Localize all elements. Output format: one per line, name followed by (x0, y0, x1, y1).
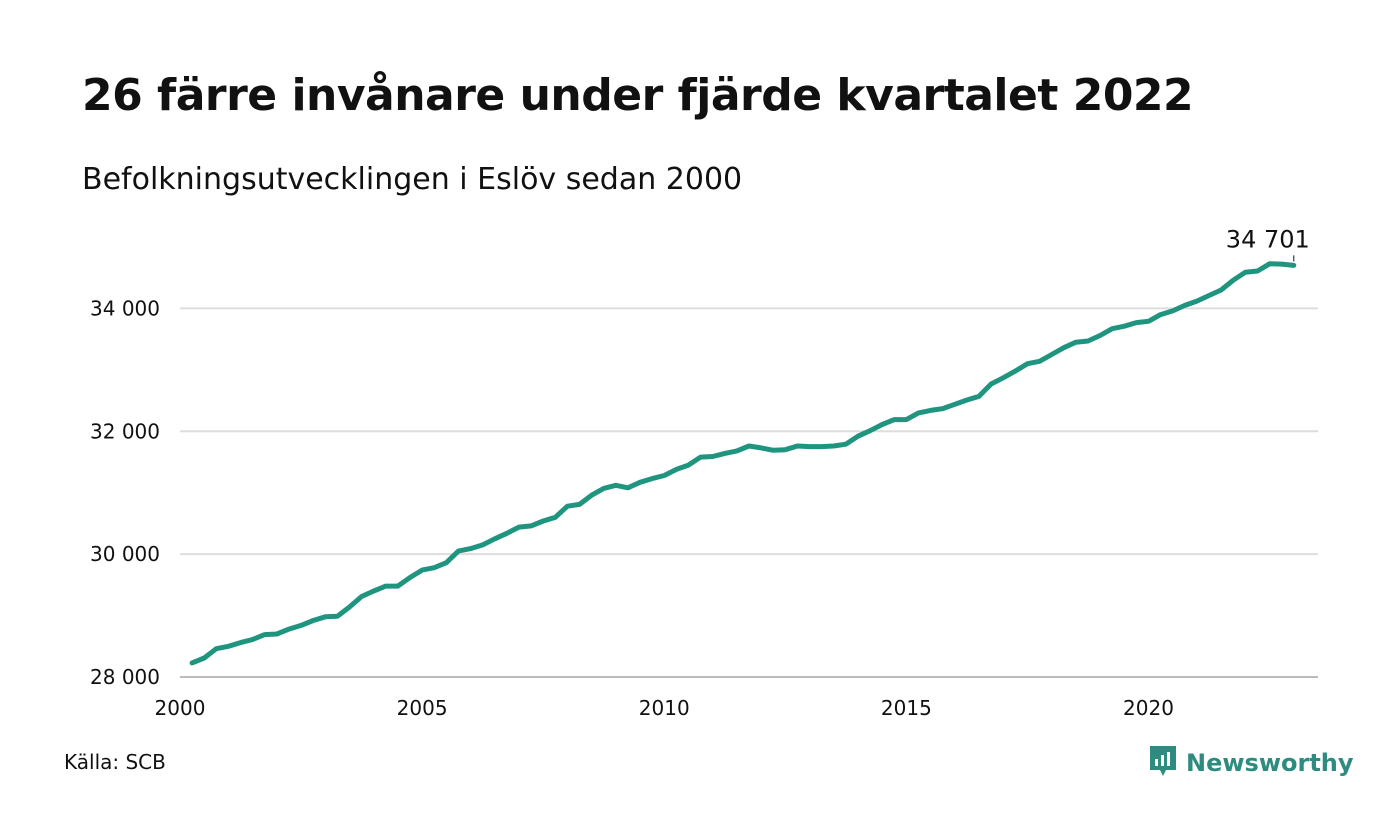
source-note: Källa: SCB (64, 750, 166, 774)
x-tick-label: 2015 (881, 696, 932, 720)
y-tick-label: 28 000 (90, 665, 160, 689)
x-tick-label: 2020 (1123, 696, 1174, 720)
end-value-label: 34 701 (1226, 225, 1310, 253)
brand-logo[interactable]: Newsworthy (1148, 744, 1354, 782)
x-tick-label: 2005 (397, 696, 448, 720)
y-tick-label: 34 000 (90, 296, 160, 320)
x-tick-label: 2000 (155, 696, 206, 720)
y-tick-label: 32 000 (90, 419, 160, 443)
brand-name: Newsworthy (1186, 749, 1354, 777)
chart-title: 26 färre invånare under fjärde kvartalet… (82, 70, 1194, 121)
y-tick-label: 30 000 (90, 542, 160, 566)
chart-subtitle: Befolkningsutvecklingen i Eslöv sedan 20… (82, 162, 743, 197)
x-tick-label: 2010 (639, 696, 690, 720)
newsworthy-logo-icon (1148, 744, 1178, 782)
series-line (189, 261, 1297, 666)
